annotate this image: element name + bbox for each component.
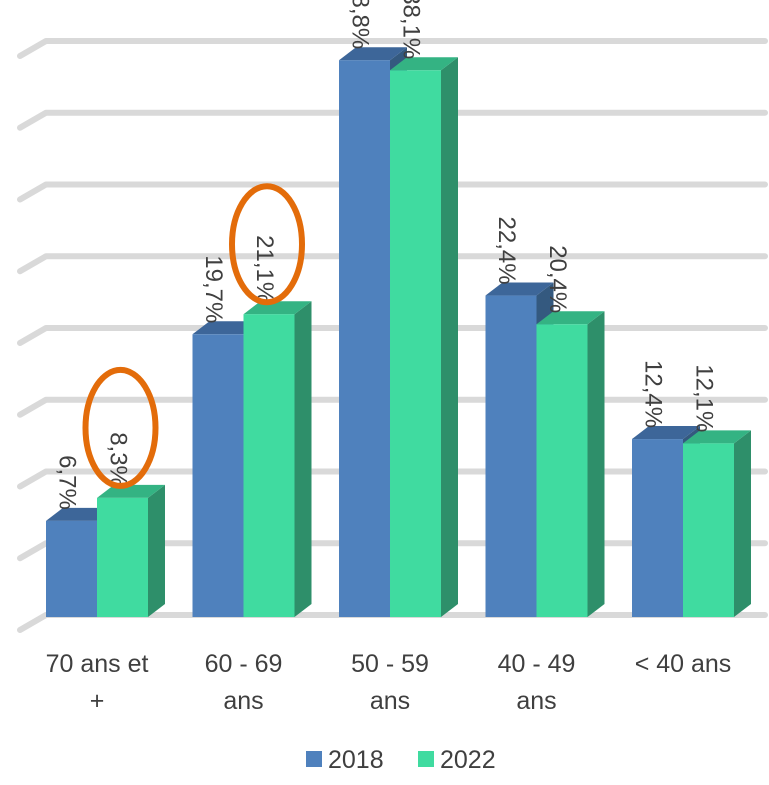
legend: 2018 2022 bbox=[306, 746, 496, 774]
bar-front bbox=[536, 324, 588, 617]
bar-front bbox=[390, 70, 441, 617]
value-label: 20,4% bbox=[544, 245, 571, 313]
highlight-circle bbox=[229, 183, 305, 306]
legend-label: 2018 bbox=[328, 746, 384, 774]
category-labels: 70 ans et + 60 - 69 ans 50 - 59 ans 40 - 49 ans… bbox=[46, 650, 732, 715]
bar-top bbox=[243, 301, 312, 315]
bar-front bbox=[683, 443, 734, 617]
bar-2022 bbox=[536, 311, 605, 617]
category-label: < 40 ans bbox=[635, 650, 732, 678]
category-label: 60 - 69 ans bbox=[205, 650, 283, 715]
gridline bbox=[17, 612, 768, 633]
bar-top bbox=[683, 430, 751, 444]
bars bbox=[46, 47, 751, 618]
bar-front bbox=[192, 334, 244, 617]
legend-swatch bbox=[418, 751, 434, 767]
bar-2022 bbox=[390, 57, 458, 617]
data-labels: 6,7% 8,3% 19,7% 21,1% 38,8% 38,1% 22,4% 20,4% 12… bbox=[54, 0, 718, 510]
bar-side bbox=[734, 430, 751, 617]
value-label: 12,1% bbox=[691, 364, 718, 432]
bar-side bbox=[441, 57, 458, 617]
bar-front bbox=[243, 314, 295, 617]
value-label: 12,4% bbox=[640, 360, 667, 428]
bar-front bbox=[632, 439, 683, 617]
value-label: 6,7% bbox=[54, 455, 81, 510]
bar-front bbox=[485, 295, 537, 617]
gridline bbox=[17, 38, 768, 59]
bar-top bbox=[536, 311, 605, 325]
bar-side bbox=[148, 484, 165, 617]
gridline bbox=[17, 181, 768, 203]
value-label: 38,1% bbox=[398, 0, 425, 59]
gridlines bbox=[17, 38, 768, 633]
bar-side bbox=[294, 301, 312, 617]
legend-swatch bbox=[306, 751, 322, 767]
value-label: 22,4% bbox=[493, 216, 520, 284]
gridline bbox=[17, 253, 768, 275]
category-label: 50 - 59 ans bbox=[351, 650, 429, 715]
category-label: 40 - 49 ans bbox=[498, 650, 576, 715]
legend-label: 2022 bbox=[440, 746, 496, 774]
bar-2022 bbox=[243, 301, 312, 617]
bar-top bbox=[97, 484, 165, 498]
category-label: 70 ans et + bbox=[46, 650, 149, 715]
value-label: 21,1% bbox=[251, 235, 278, 303]
highlight-circles bbox=[82, 183, 305, 489]
value-label: 19,7% bbox=[200, 255, 227, 323]
highlight-circle bbox=[82, 366, 159, 489]
bar-top bbox=[390, 57, 458, 71]
bar-top bbox=[632, 426, 700, 440]
bar-top bbox=[339, 47, 407, 61]
bar-top bbox=[485, 282, 554, 296]
value-label: 38,8% bbox=[347, 0, 374, 49]
bar-front bbox=[97, 497, 148, 617]
gridline bbox=[17, 109, 768, 131]
bar-front bbox=[46, 520, 97, 617]
bar-side bbox=[587, 311, 605, 617]
bar-front bbox=[339, 60, 390, 618]
bar-2022 bbox=[683, 430, 751, 617]
bar-2022 bbox=[97, 484, 165, 617]
value-label: 8,3% bbox=[105, 432, 132, 487]
